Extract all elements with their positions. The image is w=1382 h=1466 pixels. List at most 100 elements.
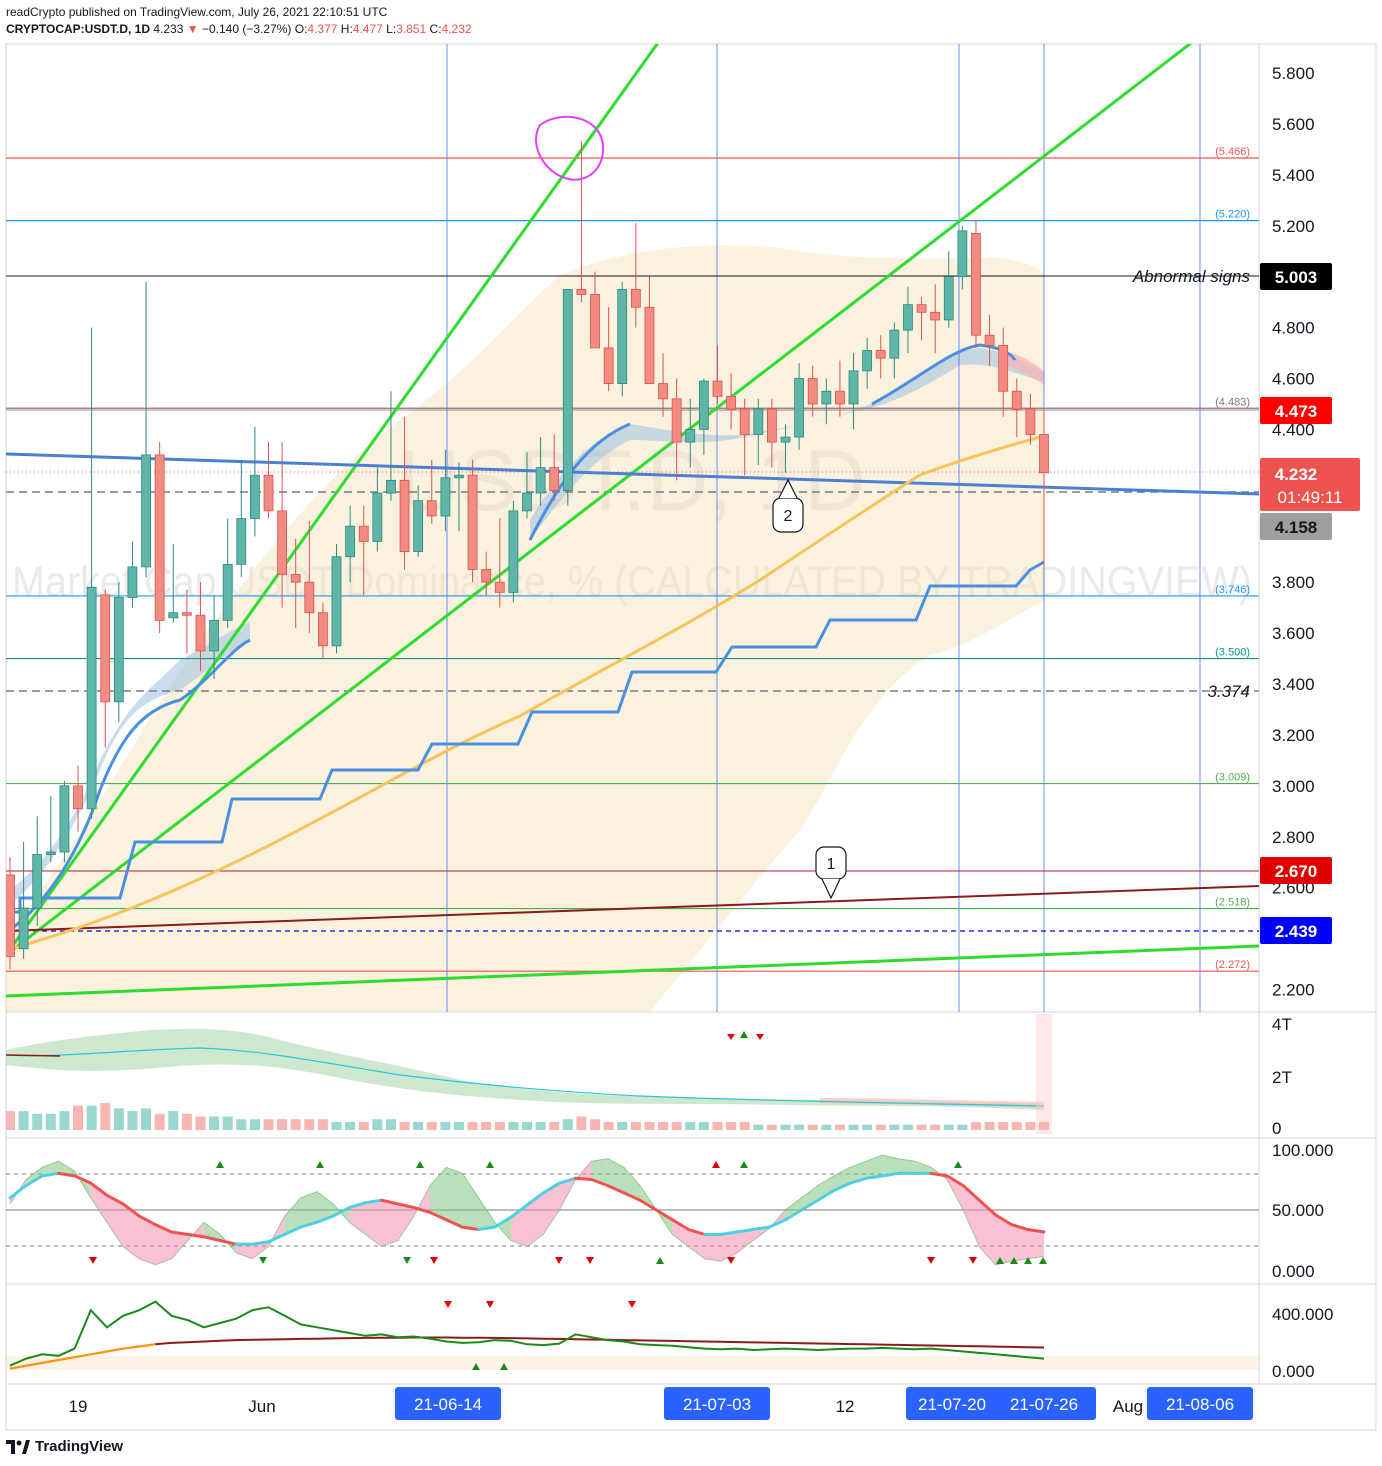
open-value: 4.377: [307, 22, 338, 36]
date-tag-0726-bg: [992, 1387, 1096, 1420]
trendline-support: [6, 885, 1259, 932]
candle-68: [930, 284, 941, 354]
stoch-d-seg-2: [40, 1171, 60, 1178]
stoch-d-seg-34: [557, 1176, 577, 1185]
y-tick-4.400: 4.400: [1272, 420, 1315, 439]
tag-2670: 2.670: [1275, 862, 1318, 881]
vol-tick-0: 0: [1272, 1119, 1281, 1138]
stoch-fill-56: [914, 1161, 931, 1174]
candle-64: [875, 335, 886, 379]
y-tick-3.000: 3.000: [1272, 777, 1315, 796]
candle-18: [249, 426, 260, 537]
candle-46: [630, 223, 641, 328]
stoch-fill-17: [284, 1197, 301, 1235]
stoch-fill-0: [10, 1179, 27, 1204]
stoch-d-seg-61: [994, 1213, 1014, 1227]
volume-bar-14: [195, 1116, 206, 1130]
candle-42: [576, 141, 587, 303]
candle-24: [331, 543, 342, 654]
y-tick-5.200: 5.200: [1272, 217, 1315, 236]
stoch-d-seg-8: [137, 1214, 157, 1227]
trendline-base: [6, 944, 1259, 998]
stoch-d-seg-52: [848, 1176, 868, 1185]
volume-bars: [6, 1103, 1049, 1130]
stoch-fill-27: [446, 1167, 463, 1228]
stoch-d-seg-50: [816, 1188, 836, 1202]
stoch-fill-39: [640, 1185, 657, 1210]
tag-4473-bg: [1260, 397, 1332, 424]
volume-bar-23: [317, 1119, 328, 1130]
stoch-d-seg-42: [687, 1228, 707, 1236]
tag-4473: 4.473: [1275, 402, 1318, 421]
candle-50: [685, 398, 696, 468]
time-axis[interactable]: 19 Jun 12 Aug 21-06-14 21-07-03 21-07-20…: [69, 1387, 1253, 1420]
stoch-fill-4: [74, 1170, 91, 1198]
volume-bar-16: [222, 1116, 233, 1130]
x-tick-jun: Jun: [248, 1397, 275, 1416]
stoch-d-seg-35: [573, 1176, 594, 1181]
stochastic-pane: [6, 1154, 1259, 1266]
price-axis[interactable]: 5.800 5.600 5.400 5.200 4.800 4.600 4.400 3.800…: [1272, 64, 1315, 1000]
stoch-fill-44: [720, 1231, 738, 1262]
candle-73: [998, 327, 1009, 417]
candle-62: [848, 353, 859, 430]
stoch-fill-48: [785, 1197, 802, 1220]
candle-38: [522, 452, 532, 519]
stoch-d-seg-23: [380, 1198, 400, 1206]
stoch-fill-40: [656, 1210, 673, 1235]
y-tick-5.800: 5.800: [1272, 64, 1315, 83]
stoch-d-seg-60: [977, 1198, 998, 1217]
volume-bar-33: [453, 1121, 464, 1130]
stoch-fill-37: [607, 1158, 624, 1193]
tradingview-footer[interactable]: TradingView: [6, 1438, 123, 1455]
candle-2: [32, 816, 43, 926]
stoch-d-seg-29: [477, 1225, 497, 1232]
volume-bar-40: [549, 1121, 560, 1130]
candle-8: [113, 582, 124, 723]
y-tick-4.800: 4.800: [1272, 319, 1315, 338]
x-tick-12: 12: [836, 1397, 855, 1416]
volume-bar-29: [399, 1121, 410, 1130]
volume-pane: [6, 1014, 1052, 1134]
volume-bar-47: [644, 1121, 655, 1130]
tag-2670-bg: [1260, 857, 1332, 884]
candle-67: [916, 297, 927, 341]
candle-3: [45, 796, 56, 863]
y-tick-4.600: 4.600: [1272, 370, 1315, 389]
volume-bar-72: [984, 1121, 995, 1130]
stoch-fill-41: [672, 1219, 689, 1247]
stoch-fill-45: [737, 1229, 754, 1253]
volume-bar-42: [576, 1116, 587, 1130]
volume-bar-54: [739, 1121, 750, 1130]
tag-4232-bg: [1260, 458, 1360, 511]
candle-51: [698, 378, 709, 455]
stoch-d-seg-27: [444, 1218, 464, 1229]
stoch-d-seg-59: [961, 1184, 981, 1202]
date-tag-0720-bg: [906, 1387, 998, 1420]
symbol-line: CRYPTOCAP:USDT.D, 1D 4.233 ▼ −0.140 (−3.…: [6, 22, 472, 36]
volume-bar-61: [834, 1124, 845, 1130]
countdown: 01:49:11: [1278, 488, 1343, 507]
stoch-fill-52: [850, 1161, 867, 1184]
level-label-3: (3.746): [1215, 584, 1250, 596]
volume-bar-26: [358, 1121, 369, 1130]
candle-48: [658, 353, 668, 417]
stoch-fill-46: [753, 1227, 770, 1241]
volume-bar-45: [617, 1121, 628, 1130]
volume-bar-30: [413, 1121, 424, 1130]
volume-bar-6: [86, 1105, 97, 1130]
stoch-d-seg-22: [363, 1198, 384, 1205]
trendline-resistance: [6, 452, 1259, 496]
candle-61: [835, 360, 845, 417]
close-value: 4.232: [441, 22, 472, 36]
stoch-d-seg-44: [719, 1230, 739, 1236]
x-tick-aug: Aug: [1113, 1397, 1143, 1416]
date-tag-0703: 21-07-03: [683, 1395, 751, 1414]
y-tick-5.600: 5.600: [1272, 115, 1315, 134]
stoch-tick-50: 50.000: [1272, 1201, 1324, 1220]
stoch-fill-23: [381, 1200, 398, 1247]
level-label-4: (3.500): [1215, 647, 1250, 659]
tag-5003: 5.003: [1275, 268, 1318, 287]
stoch-fill-62: [1011, 1224, 1028, 1262]
